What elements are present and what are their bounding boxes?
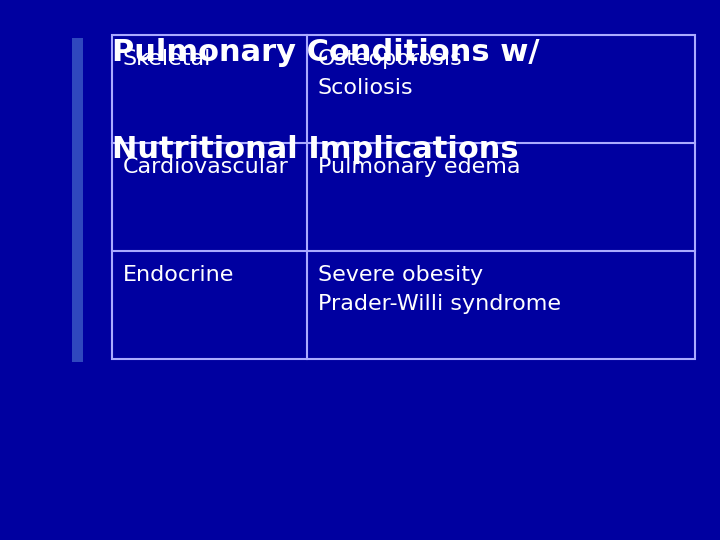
- Text: Nutritional Implications: Nutritional Implications: [112, 135, 518, 164]
- Bar: [72, 38, 83, 362]
- Text: Prader-Willi syndrome: Prader-Willi syndrome: [318, 294, 561, 314]
- Text: Scoliosis: Scoliosis: [318, 78, 413, 98]
- Text: Pulmonary Conditions w/: Pulmonary Conditions w/: [112, 38, 539, 67]
- Text: Endocrine: Endocrine: [122, 265, 234, 285]
- Text: Skeletal: Skeletal: [122, 49, 211, 69]
- Text: Cardiovascular: Cardiovascular: [122, 157, 288, 177]
- Text: Osteoporosis: Osteoporosis: [318, 49, 462, 69]
- Text: Severe obesity: Severe obesity: [318, 265, 483, 285]
- Text: Pulmonary edema: Pulmonary edema: [318, 157, 521, 177]
- Bar: [112, 35, 695, 359]
